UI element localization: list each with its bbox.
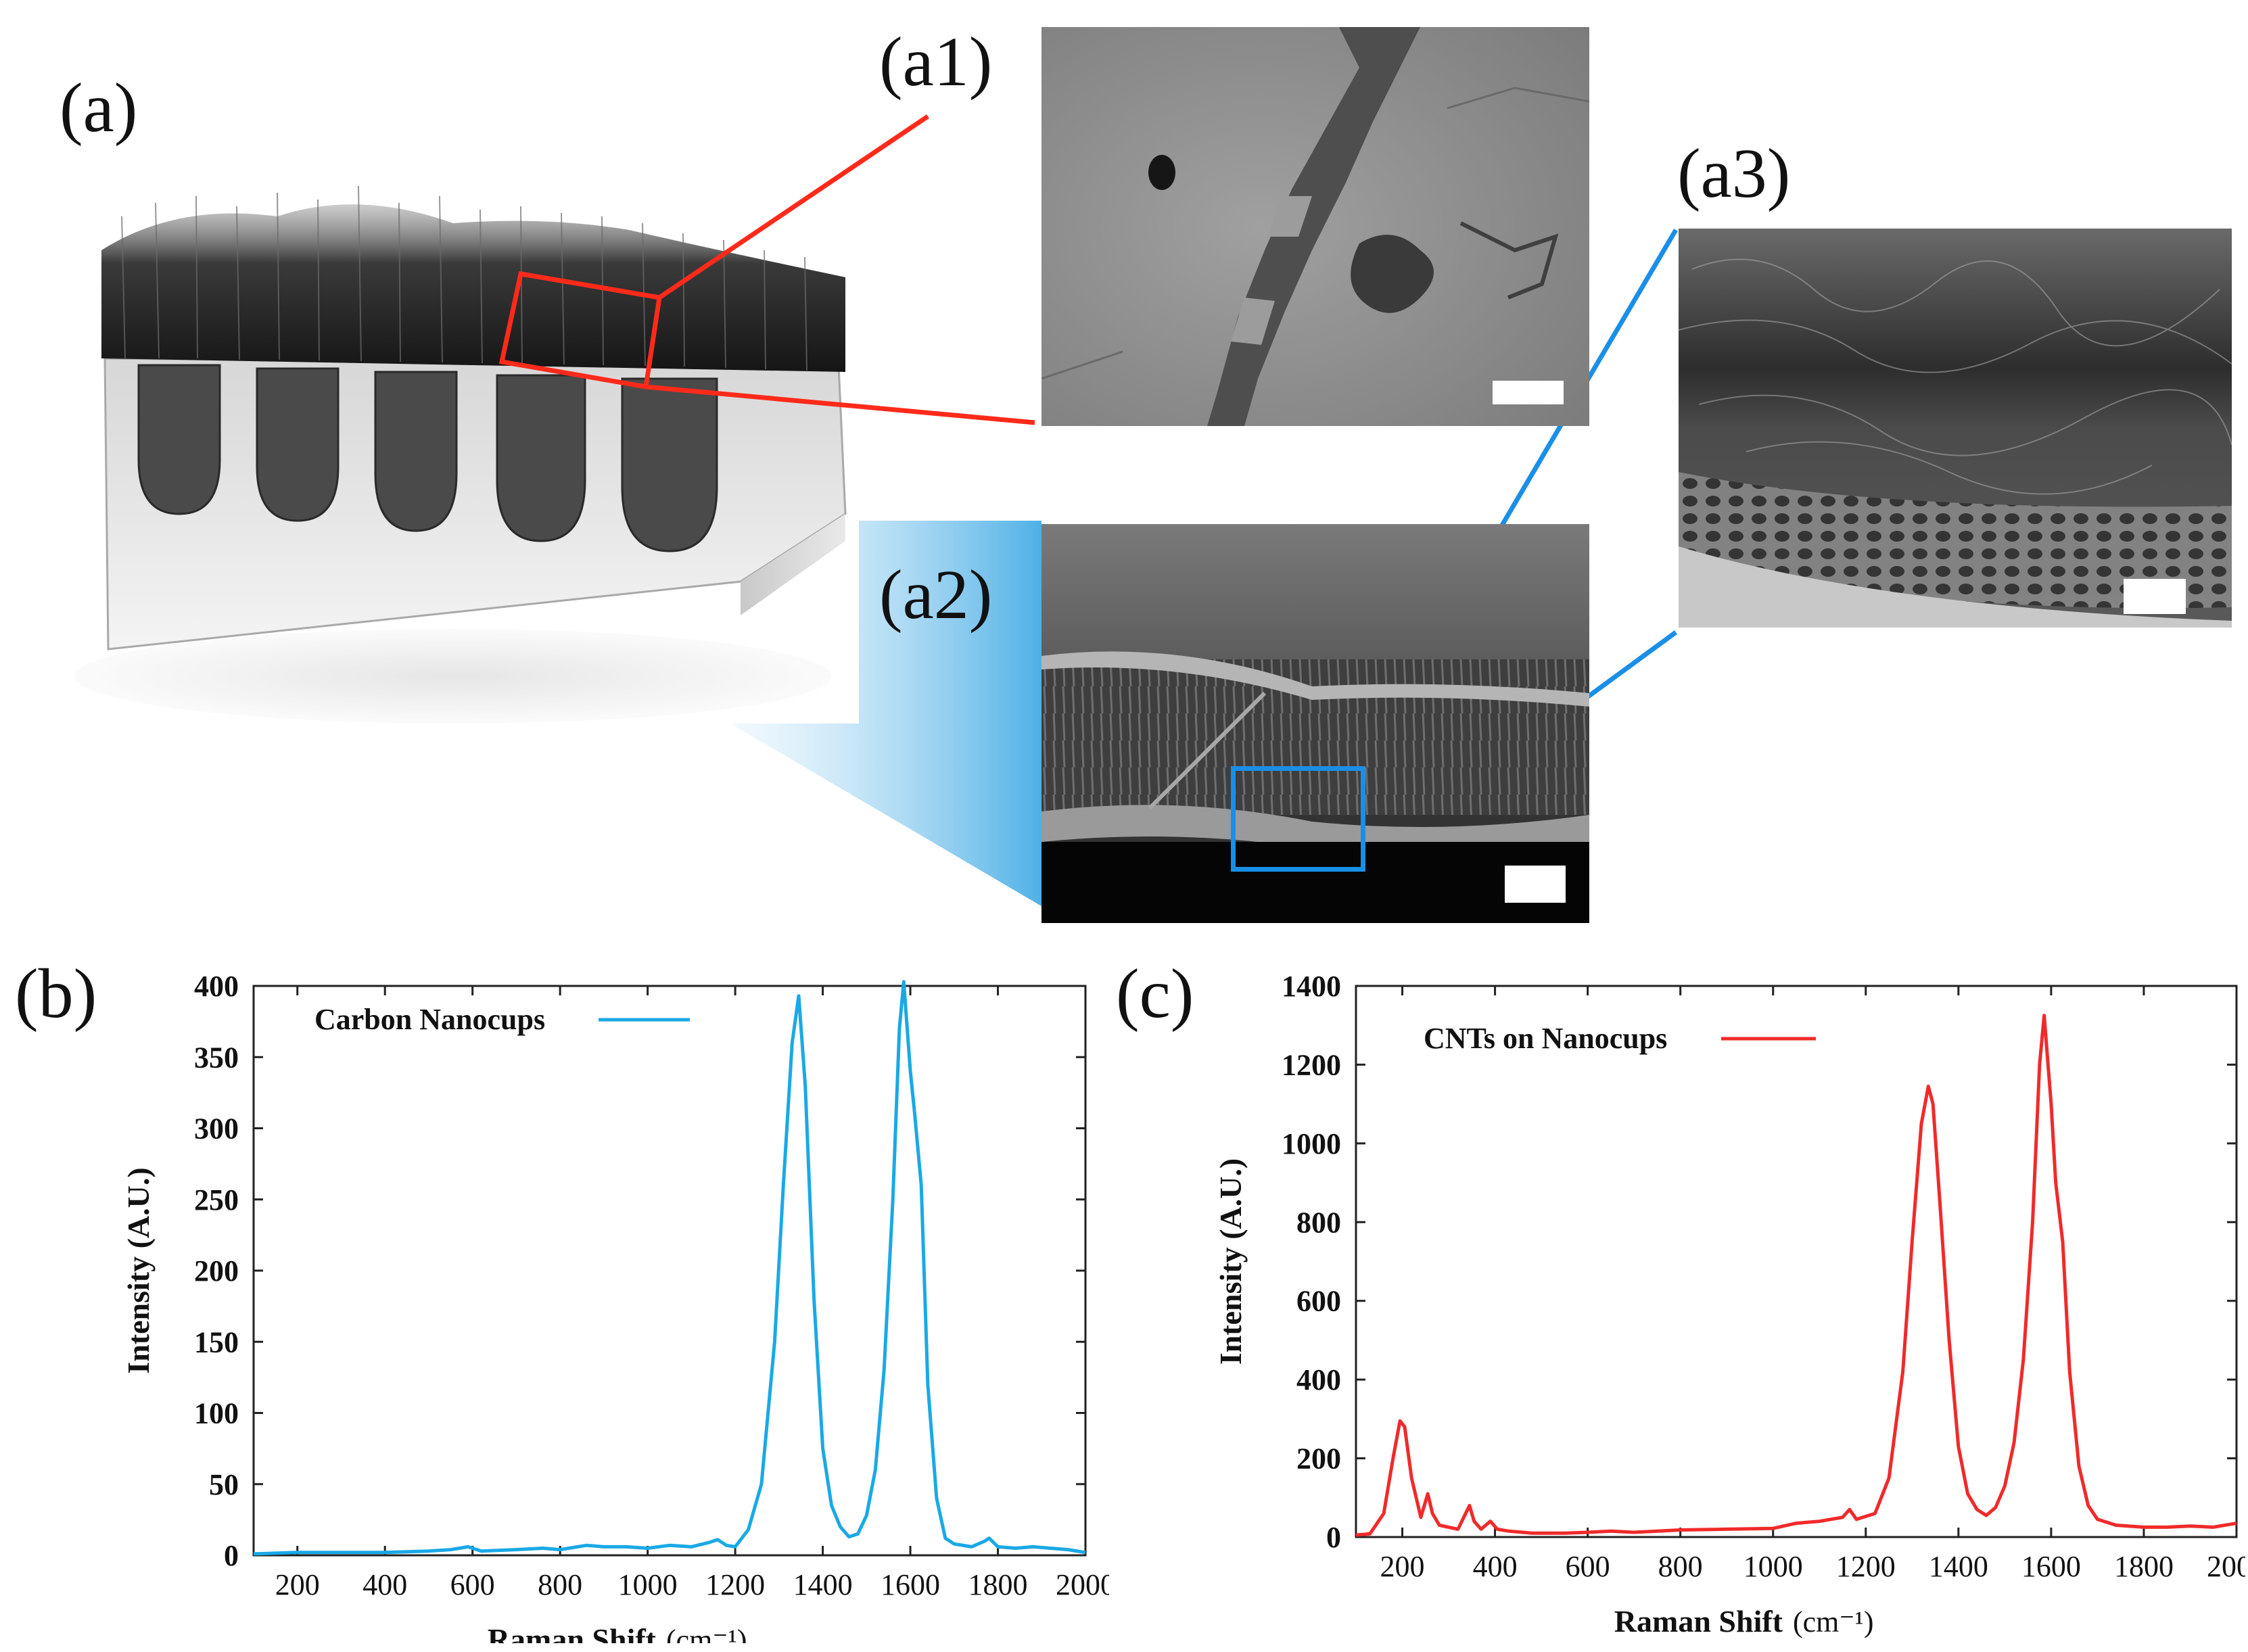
red-leader-top — [658, 114, 929, 300]
chart-c: 200 400 600 800 1000 1200 1400 1600 1800 2000 0 200… — [1214, 970, 2245, 1638]
y-tick-label: 200 — [1296, 1442, 1341, 1476]
y-tick-label: 0 — [1326, 1521, 1341, 1554]
x-tick-label: 1000 — [618, 1568, 678, 1601]
y-tick-label: 250 — [194, 1183, 239, 1217]
x-tick-label: 1600 — [881, 1568, 940, 1601]
red-callout-box — [498, 270, 662, 390]
sem-image-a1 — [1041, 27, 1589, 426]
y-tick-label: 300 — [194, 1112, 239, 1146]
y-tick-label: 1200 — [1282, 1048, 1341, 1081]
x-tick-label: 400 — [1473, 1550, 1518, 1583]
scale-bar-a2 — [1505, 866, 1566, 903]
x-tick-label: 600 — [450, 1568, 495, 1601]
y-tick-label: 1400 — [1282, 970, 1341, 1003]
blue-projection-wedge — [730, 521, 1041, 906]
y-axis-title: Intensity (A.U.) — [122, 1167, 156, 1373]
y-tick-label: 800 — [1296, 1206, 1341, 1239]
y-tick-label: 1000 — [1282, 1127, 1341, 1160]
y-tick-label: 400 — [1296, 1363, 1341, 1396]
blue-callout-box — [1231, 766, 1365, 872]
plot-frame — [252, 985, 1087, 1557]
x-tick-label: 200 — [1380, 1550, 1425, 1583]
panel-label-a: (a) — [60, 69, 138, 147]
plot-frame — [1355, 985, 2238, 1538]
panel-label-a1: (a1) — [879, 23, 993, 101]
panel-label-a3: (a3) — [1677, 135, 1791, 212]
x-tick-label: 400 — [362, 1568, 407, 1601]
sem-image-a3 — [1679, 229, 2232, 628]
x-tick-label: 1000 — [1743, 1550, 1803, 1583]
x-tick-label: 1400 — [793, 1568, 853, 1601]
chart-b: 200 400 600 800 1000 1200 1400 1600 1800 2000 0 50 1… — [122, 970, 1109, 1643]
sem-image-a2 — [1041, 524, 1589, 923]
legend-label: CNTs on Nanocups — [1424, 1022, 1667, 1055]
x-axis-title: Raman Shift — [488, 1622, 657, 1643]
y-tick-label: 150 — [194, 1325, 239, 1359]
x-tick-label: 800 — [1658, 1550, 1703, 1583]
y-tick-label: 50 — [209, 1468, 239, 1501]
legend-label: Carbon Nanocups — [314, 1003, 545, 1036]
scale-bar-a3 — [2124, 579, 2186, 614]
scale-bar-a1 — [1493, 381, 1564, 404]
x-tick-label: 800 — [538, 1568, 582, 1601]
x-tick-label: 1800 — [2114, 1550, 2174, 1583]
y-tick-label: 100 — [194, 1397, 239, 1430]
y-tick-label: 350 — [194, 1041, 239, 1074]
x-tick-label: 200 — [275, 1568, 320, 1601]
x-tick-label: 2000 — [1056, 1568, 1109, 1601]
x-axis-unit: (cm⁻¹) — [1793, 1605, 1873, 1638]
red-leader-bottom — [645, 384, 1035, 425]
series-line — [253, 980, 1086, 1556]
y-tick-label: 600 — [1296, 1285, 1341, 1318]
x-axis-unit: (cm⁻¹) — [666, 1624, 747, 1643]
panel-label-a2: (a2) — [879, 556, 993, 634]
x-tick-label: 600 — [1566, 1550, 1610, 1583]
x-tick-label: 1800 — [968, 1568, 1028, 1601]
y-axis-title: Intensity (A.U.) — [1214, 1158, 1248, 1365]
x-tick-label: 1200 — [1836, 1550, 1896, 1583]
y-tick-label: 0 — [224, 1539, 239, 1572]
x-tick-label: 2000 — [2207, 1550, 2245, 1583]
series-line — [1355, 1014, 2237, 1537]
nanocup-schematic — [74, 185, 847, 724]
x-axis-title: Raman Shift — [1614, 1604, 1783, 1638]
panel-label-b: (b) — [15, 955, 97, 1033]
y-tick-label: 200 — [194, 1254, 239, 1288]
y-tick-label: 400 — [194, 970, 239, 1003]
x-tick-label: 1200 — [705, 1568, 765, 1601]
x-tick-label: 1400 — [1929, 1550, 1988, 1583]
x-tick-label: 1600 — [2021, 1550, 2081, 1583]
panel-label-c: (c) — [1116, 955, 1194, 1033]
